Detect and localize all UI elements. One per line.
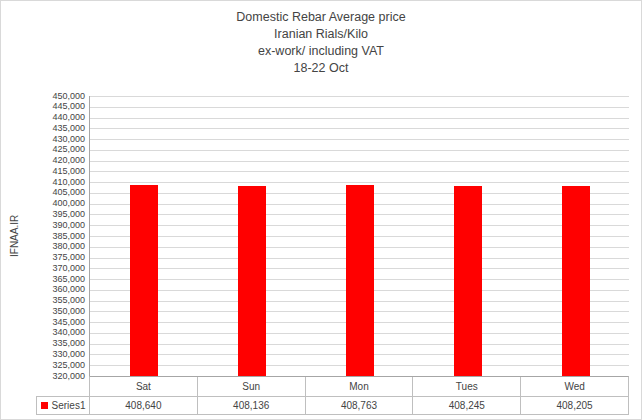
bar-tues <box>454 186 482 376</box>
y-tick-label: 420,000 <box>1 155 85 166</box>
y-tick-label: 415,000 <box>1 166 85 177</box>
value-cell-mon: 408,763 <box>305 397 413 414</box>
chart-container: Domestic Rebar Average price Iranian Ria… <box>0 0 642 420</box>
bar-mon <box>346 185 374 376</box>
y-tick-label: 345,000 <box>1 317 85 328</box>
category-cell-mon: Mon <box>305 377 413 396</box>
y-tick-label: 320,000 <box>1 371 85 382</box>
y-tick-label: 375,000 <box>1 252 85 263</box>
y-tick-label: 390,000 <box>1 220 85 231</box>
chart-title-line-3: ex-work/ including VAT <box>1 43 641 60</box>
y-tick-label: 405,000 <box>1 187 85 198</box>
y-tick-label: 395,000 <box>1 209 85 220</box>
y-tick-label: 445,000 <box>1 101 85 112</box>
gridline <box>90 128 629 129</box>
legend-cell: Series1 <box>37 397 89 414</box>
gridline <box>90 118 629 119</box>
y-tick-label: 335,000 <box>1 338 85 349</box>
y-axis-tick-labels: 450,000445,000440,000435,000430,000425,0… <box>1 96 85 376</box>
y-tick-label: 425,000 <box>1 144 85 155</box>
y-tick-label: 355,000 <box>1 295 85 306</box>
category-cell-sun: Sun <box>197 377 305 396</box>
category-cell-sat: Sat <box>90 377 197 396</box>
y-tick-label: 340,000 <box>1 327 85 338</box>
series-name: Series1 <box>52 400 86 411</box>
gridline <box>90 182 629 183</box>
value-cell-wed: 408,205 <box>520 397 628 414</box>
chart-title-line-4: 18-22 Oct <box>1 60 641 77</box>
gridline <box>90 107 629 108</box>
category-cell-tues: Tues <box>412 377 520 396</box>
y-tick-label: 450,000 <box>1 91 85 102</box>
gridline <box>90 161 629 162</box>
y-tick-label: 360,000 <box>1 284 85 295</box>
value-cell-sat: 408,640 <box>89 397 197 414</box>
y-tick-label: 440,000 <box>1 112 85 123</box>
y-tick-label: 430,000 <box>1 134 85 145</box>
gridline <box>90 171 629 172</box>
bar-sun <box>238 186 266 376</box>
y-tick-label: 350,000 <box>1 306 85 317</box>
value-cell-sun: 408,136 <box>197 397 305 414</box>
y-tick-label: 330,000 <box>1 349 85 360</box>
y-tick-label: 400,000 <box>1 198 85 209</box>
y-tick-label: 370,000 <box>1 263 85 274</box>
legend-swatch-icon <box>41 402 48 409</box>
bar-sat <box>130 185 158 376</box>
y-tick-label: 380,000 <box>1 241 85 252</box>
y-tick-label: 410,000 <box>1 177 85 188</box>
y-tick-label: 365,000 <box>1 274 85 285</box>
gridline <box>90 139 629 140</box>
y-tick-label: 385,000 <box>1 231 85 242</box>
chart-title-line-1: Domestic Rebar Average price <box>1 9 641 26</box>
category-row: SatSunMonTuesWed <box>89 376 629 396</box>
value-cell-tues: 408,245 <box>412 397 520 414</box>
gridline <box>90 96 629 97</box>
bar-wed <box>562 186 590 376</box>
category-cell-wed: Wed <box>520 377 628 396</box>
plot-area <box>89 96 629 376</box>
gridline <box>90 150 629 151</box>
chart-title: Domestic Rebar Average price Iranian Ria… <box>1 9 641 77</box>
chart-title-line-2: Iranian Rials/Kilo <box>1 26 641 43</box>
y-tick-label: 325,000 <box>1 360 85 371</box>
value-row: Series1408,640408,136408,763408,245408,2… <box>36 396 629 415</box>
y-tick-label: 435,000 <box>1 123 85 134</box>
